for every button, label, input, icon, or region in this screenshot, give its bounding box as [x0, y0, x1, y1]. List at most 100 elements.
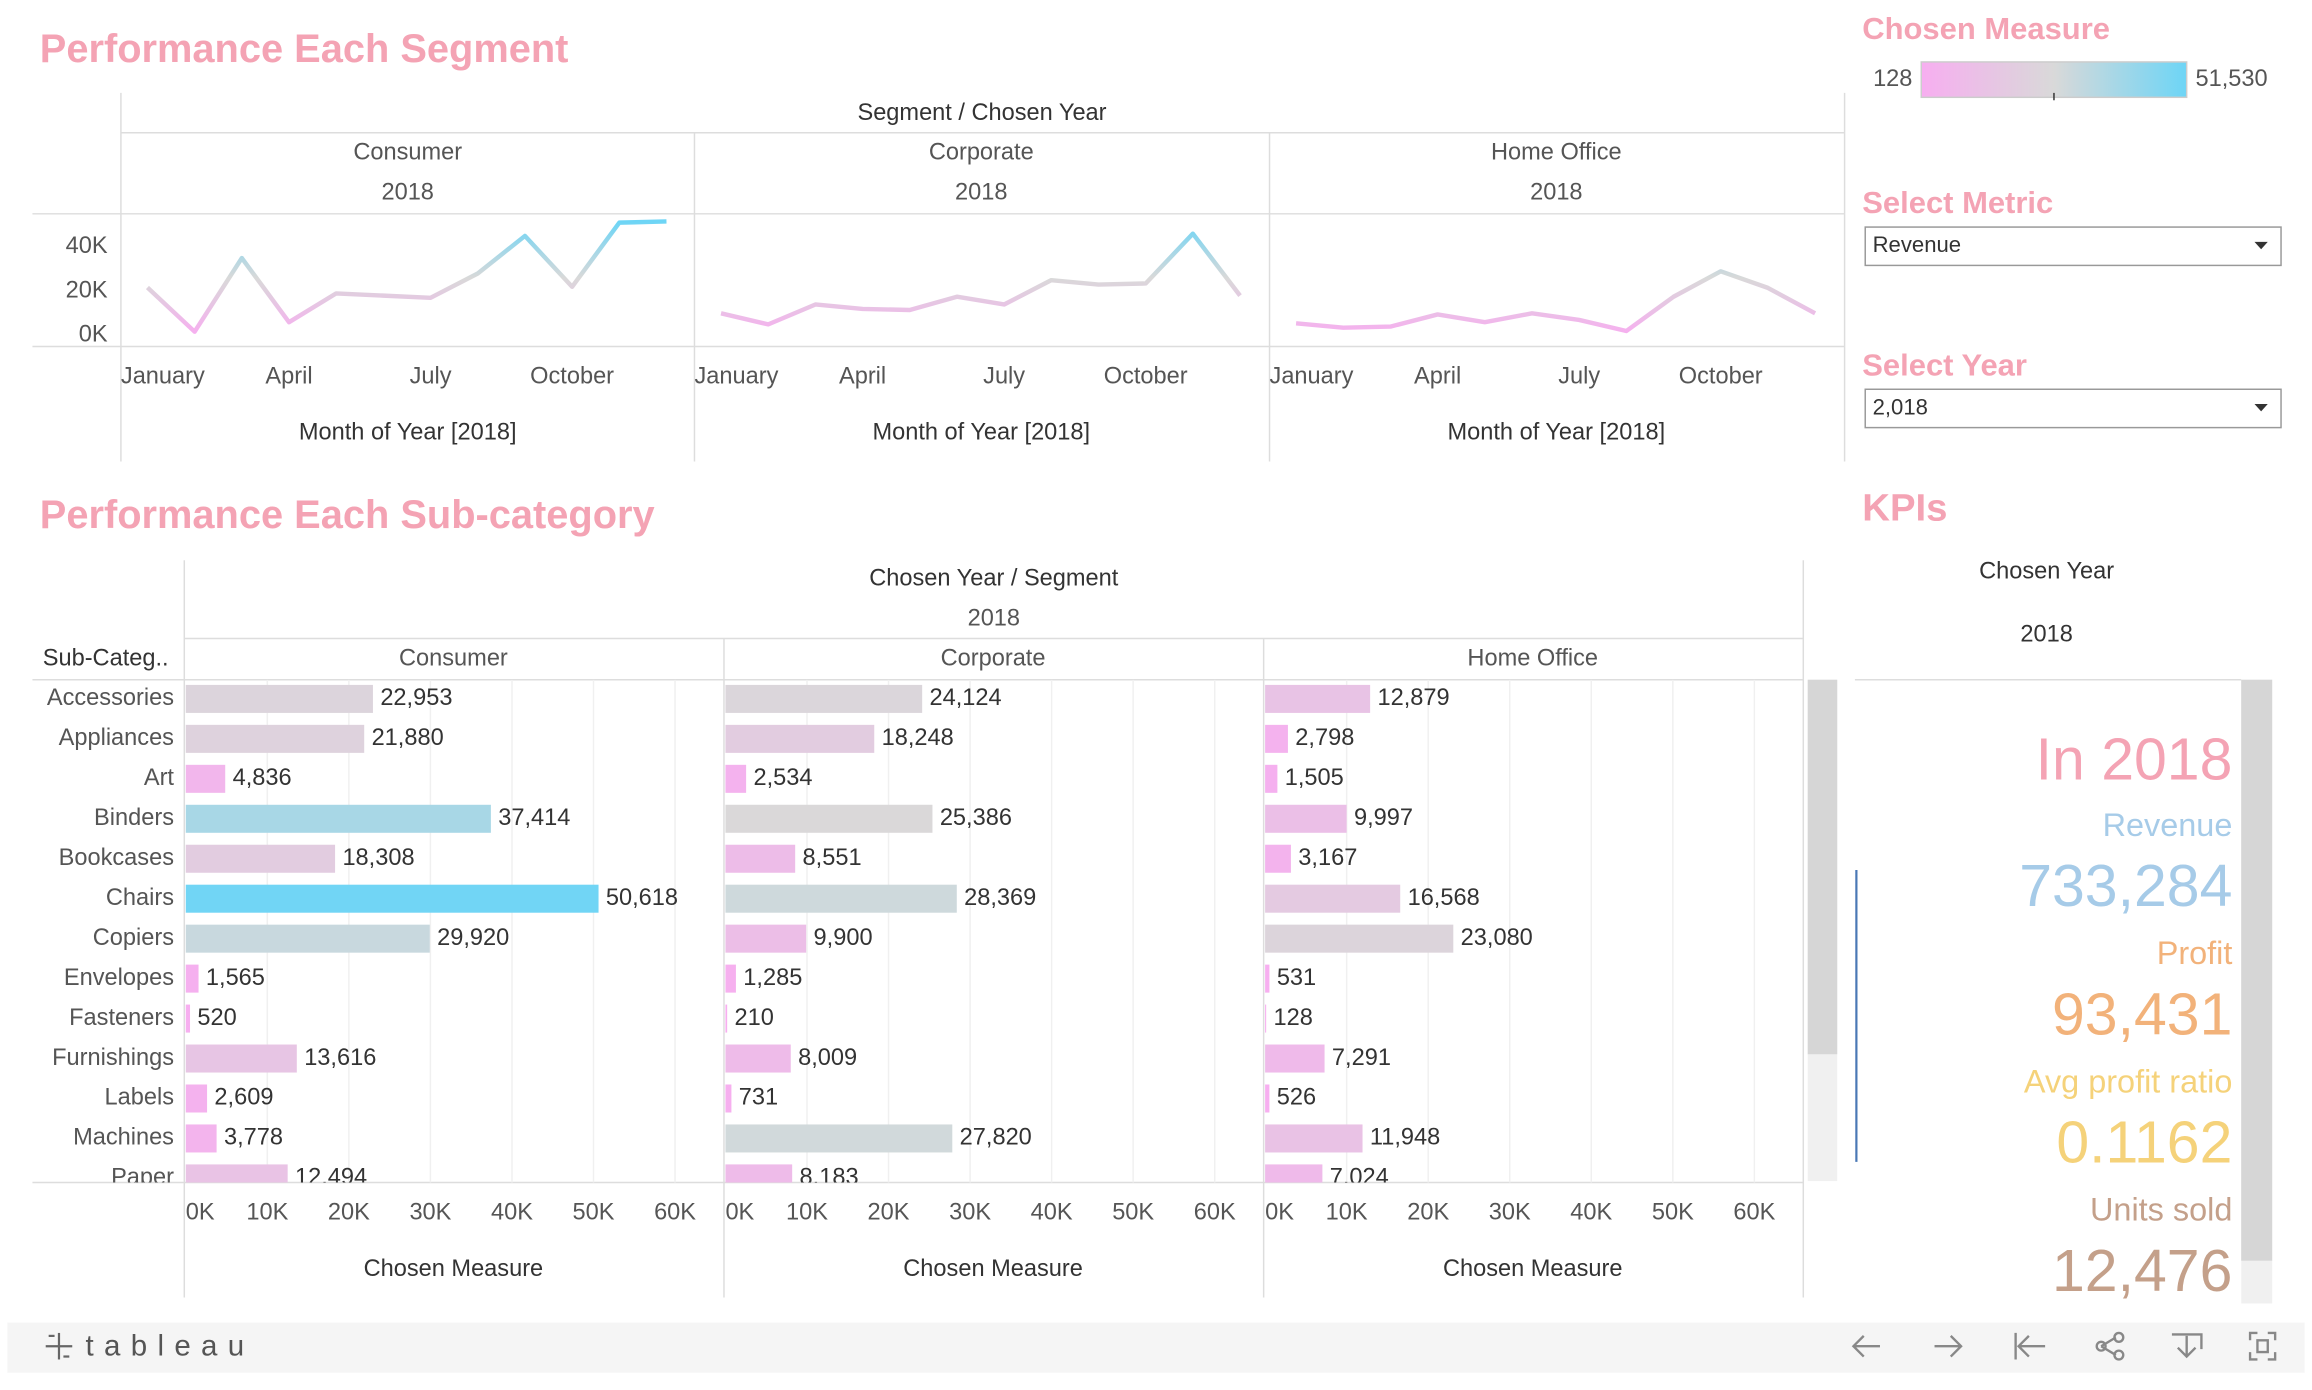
- value-label: 12,494: [295, 1164, 367, 1190]
- value-label: 25,386: [940, 804, 1012, 830]
- bar: [725, 1124, 953, 1153]
- bar: [1265, 684, 1371, 713]
- bar: [725, 924, 807, 953]
- category-label: Labels: [105, 1084, 174, 1110]
- value-label: 28,369: [964, 884, 1036, 910]
- category-label: Art: [144, 764, 175, 790]
- share-button[interactable]: [2095, 1331, 2125, 1361]
- kpi-title: KPIs: [1862, 486, 1947, 529]
- line: [720, 231, 1242, 327]
- value-label: 7,024: [1330, 1164, 1389, 1190]
- category-label: Furnishings: [52, 1044, 174, 1070]
- category-label: Bookcases: [59, 844, 174, 870]
- section-title: Performance Each Segment: [40, 27, 569, 71]
- value-label: 2,798: [1295, 724, 1354, 750]
- x-tick-label: 20K: [868, 1199, 910, 1225]
- value-label: 16,568: [1408, 884, 1480, 910]
- bar: [1265, 1084, 1270, 1113]
- value-label: 11,948: [1370, 1124, 1440, 1150]
- kpi-header: Chosen Year: [1979, 557, 2114, 583]
- x-tick-label: 0K: [186, 1199, 215, 1225]
- filter-title: Select Metric: [1862, 185, 2053, 220]
- bar: [185, 1004, 191, 1033]
- bar: [185, 924, 430, 953]
- bar: [185, 1084, 208, 1113]
- x-tick-label: 30K: [949, 1199, 991, 1225]
- legend-max: 51,530: [2196, 65, 2268, 91]
- filter-title: Select Year: [1862, 347, 2027, 382]
- toolbar: [7, 1322, 2305, 1373]
- dropdown[interactable]: [1864, 388, 2282, 429]
- scrollbar-thumb[interactable]: [1807, 679, 1838, 1055]
- bar: [725, 684, 923, 713]
- value-label: 18,248: [882, 724, 954, 750]
- x-tick-label: 60K: [654, 1199, 696, 1225]
- value-label: 526: [1277, 1084, 1316, 1110]
- section-title: Performance Each Sub-category: [40, 493, 655, 537]
- bar: [725, 964, 736, 993]
- kpi-intro: In 2018: [2036, 727, 2233, 792]
- segment-header: Consumer: [399, 644, 508, 670]
- bar: [725, 1084, 732, 1113]
- bar: [725, 1164, 793, 1183]
- value-label: 18,308: [342, 844, 414, 870]
- fullscreen-button[interactable]: [2248, 1331, 2277, 1361]
- bar: [725, 1044, 791, 1073]
- value-label: 520: [197, 1004, 236, 1030]
- x-tick-label: October: [1104, 363, 1188, 389]
- value-label: 24,124: [930, 684, 1002, 710]
- kpi-value: 733,284: [2019, 854, 2232, 919]
- x-tick-label: 10K: [1326, 1199, 1368, 1225]
- x-tick-label: January: [1270, 363, 1354, 389]
- value-label: 50,618: [606, 884, 678, 910]
- bar: [185, 764, 226, 793]
- segment-header: Corporate: [941, 644, 1046, 670]
- kpi-label: Profit: [2157, 935, 2233, 971]
- kpi-year: 2018: [2020, 621, 2072, 647]
- x-axis-title: Month of Year [2018]: [299, 419, 517, 445]
- brand: tableau: [86, 1329, 255, 1362]
- y-tick-label: 0K: [79, 321, 108, 347]
- x-tick-label: 0K: [1265, 1199, 1294, 1225]
- revert-button[interactable]: [2014, 1332, 2046, 1360]
- x-axis-title: Month of Year [2018]: [872, 419, 1090, 445]
- bar: [185, 884, 599, 913]
- value-label: 731: [739, 1084, 778, 1110]
- value-label: 8,009: [798, 1044, 857, 1070]
- x-tick-label: 30K: [409, 1199, 451, 1225]
- bar: [725, 1004, 728, 1033]
- x-tick-label: 0K: [725, 1199, 754, 1225]
- undo-button[interactable]: [1851, 1335, 1880, 1358]
- x-tick-label: April: [1414, 363, 1461, 389]
- category-label: Accessories: [47, 684, 174, 710]
- value-label: 7,291: [1332, 1044, 1391, 1070]
- download-button[interactable]: [2171, 1333, 2203, 1359]
- bar: [725, 844, 796, 873]
- redo-button[interactable]: [1934, 1335, 1963, 1358]
- category-label: Binders: [94, 804, 174, 830]
- bar-plot: Accessories Appliances Art Binders Bookcases…: [47, 679, 1756, 1190]
- value-label: 23,080: [1461, 924, 1533, 950]
- segment-header: Home Office: [1467, 644, 1598, 670]
- segment-year: 2018: [1530, 178, 1582, 204]
- bar: [1265, 804, 1347, 833]
- x-axis-title: Chosen Measure: [903, 1255, 1083, 1281]
- segment-header: Home Office: [1491, 139, 1622, 165]
- y-tick-label: 20K: [66, 276, 108, 302]
- bar: [1265, 884, 1401, 913]
- kpi-value: 0.1162: [2056, 1111, 2232, 1176]
- x-tick-label: 40K: [1570, 1199, 1612, 1225]
- bar: [725, 764, 747, 793]
- category-label: Fasteners: [69, 1004, 174, 1030]
- segment-year: 2018: [381, 178, 433, 204]
- scrollbar-thumb[interactable]: [2241, 679, 2273, 1261]
- x-tick-label: 50K: [1652, 1199, 1694, 1225]
- legend-title: Chosen Measure: [1862, 11, 2110, 46]
- dropdown[interactable]: [1864, 226, 2282, 267]
- x-axis-title: Chosen Measure: [1443, 1255, 1623, 1281]
- x-tick-label: October: [1679, 363, 1763, 389]
- value-label: 2,534: [753, 764, 812, 790]
- x-tick-label: 50K: [573, 1199, 615, 1225]
- bar: [185, 684, 373, 713]
